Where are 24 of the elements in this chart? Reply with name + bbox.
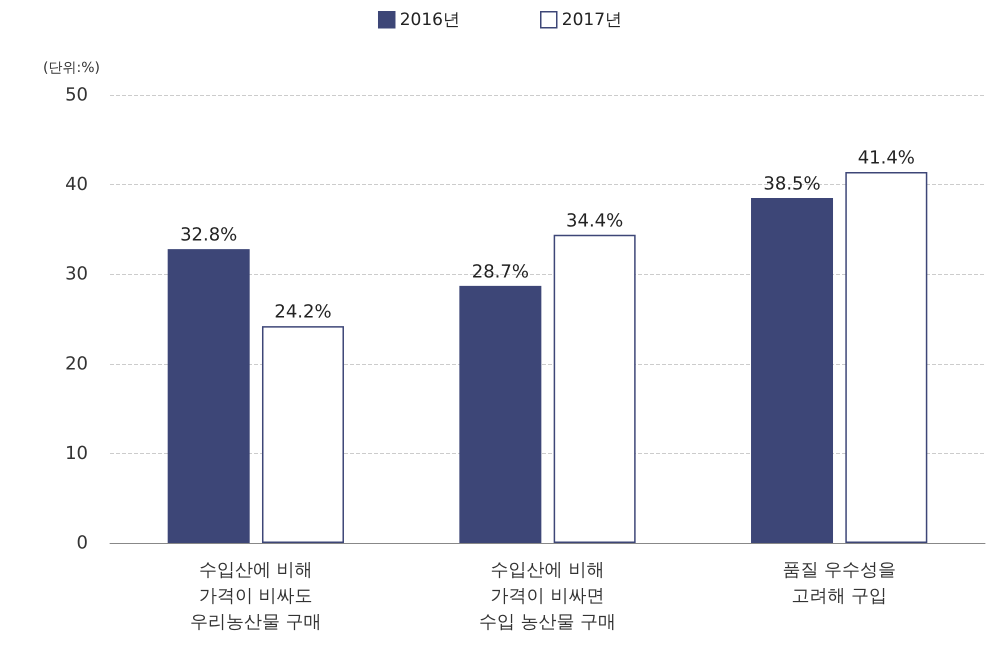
bar — [459, 286, 542, 543]
data-label: 41.4% — [858, 148, 915, 169]
legend-label: 2017년 — [562, 10, 622, 30]
y-tick-label: 10 — [65, 442, 88, 464]
bar — [262, 326, 344, 543]
y-tick-label: 40 — [65, 174, 88, 196]
x-tick-label: 품질 우수성을 고려해 구입 — [782, 560, 896, 606]
legend-label: 2016년 — [400, 10, 460, 30]
y-tick-label: 0 — [76, 532, 88, 554]
y-tick-label: 30 — [65, 264, 88, 285]
bar — [845, 172, 928, 543]
data-label: 38.5% — [763, 174, 821, 195]
y-tick-label: 50 — [65, 84, 88, 106]
y-tick-label: 20 — [65, 353, 88, 374]
bar — [751, 198, 834, 543]
x-tick-label: 수입산에 비해 가격이 비싸도 우리농산물 구매 — [190, 560, 322, 632]
data-label: 32.8% — [180, 224, 238, 246]
y-axis-title: (단위:%) — [43, 60, 100, 76]
bar — [554, 234, 636, 543]
data-label: 24.2% — [274, 302, 332, 323]
data-label: 28.7% — [472, 261, 529, 282]
data-label: 34.4% — [566, 210, 624, 232]
bar — [168, 249, 250, 543]
x-tick-label: 수입산에 비해 가격이 비싸면 수입 농산물 구매 — [478, 560, 616, 632]
